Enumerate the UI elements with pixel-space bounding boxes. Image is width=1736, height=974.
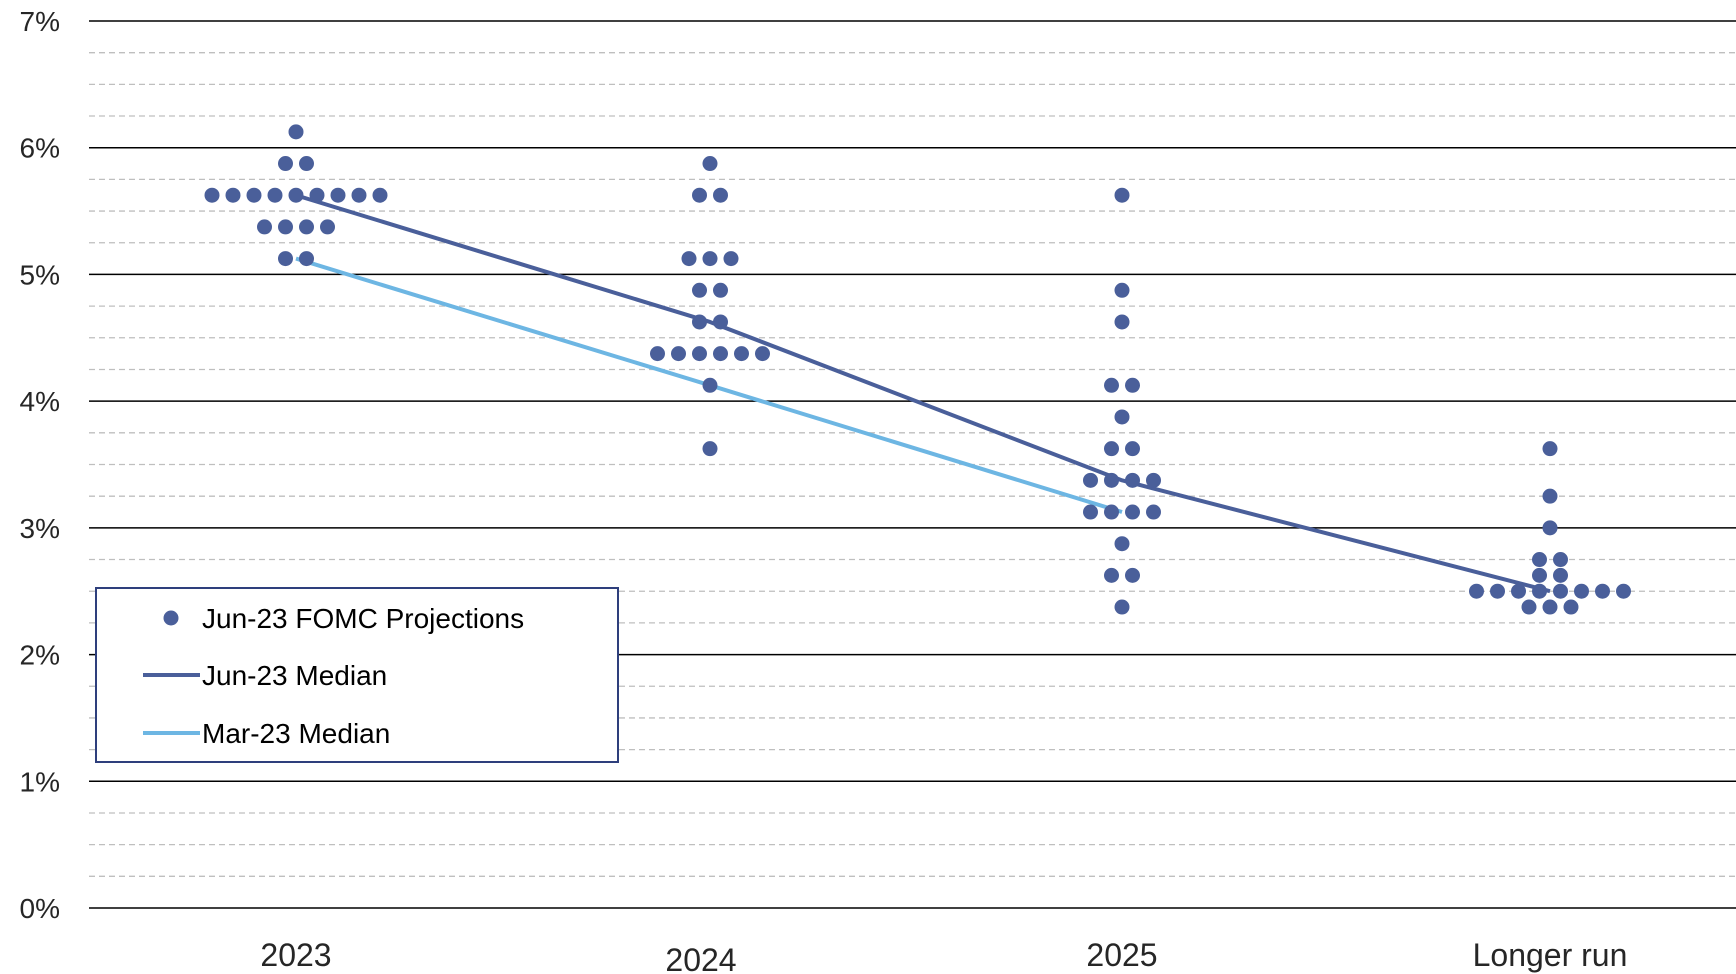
projection-dot <box>372 187 388 203</box>
projection-dot <box>1553 567 1568 583</box>
projection-dot <box>1104 472 1119 488</box>
projection-dot <box>692 187 707 203</box>
y-tick-label: 3% <box>20 513 60 544</box>
projection-dot <box>309 187 325 203</box>
projection-dot <box>351 187 367 203</box>
projection-dot <box>692 346 707 362</box>
projection-dot <box>1114 187 1130 203</box>
projection-dot <box>1574 583 1589 599</box>
projection-dot <box>713 187 728 203</box>
projection-dot <box>692 314 707 330</box>
projection-dot <box>288 187 304 203</box>
x-axis-category-labels: 2023 2024 2025 Longer run <box>260 937 1627 974</box>
projection-dot <box>1125 377 1140 393</box>
y-tick-label: 0% <box>20 893 60 924</box>
projection-dot <box>1104 567 1119 583</box>
projection-dot <box>1114 282 1130 298</box>
projection-dot <box>246 187 262 203</box>
projection-dot <box>1125 441 1140 457</box>
projection-dot <box>1104 377 1119 393</box>
projection-dot <box>702 377 718 393</box>
projection-dot <box>713 282 728 298</box>
legend-dot-marker <box>163 610 179 626</box>
projection-dot <box>1146 504 1161 520</box>
projection-dot <box>1563 599 1579 615</box>
projection-dot <box>288 124 304 140</box>
y-tick-label: 1% <box>20 766 60 797</box>
projection-dot <box>204 187 220 203</box>
projection-dot <box>278 251 293 267</box>
projection-dot <box>1125 504 1140 520</box>
projection-dot <box>723 251 739 267</box>
y-tick-label: 5% <box>20 259 60 290</box>
projection-dot <box>1542 488 1558 504</box>
projection-dot <box>1542 520 1558 536</box>
projection-dot <box>1083 472 1098 488</box>
projection-dot <box>1532 552 1547 568</box>
projection-dot <box>1511 583 1526 599</box>
projection-dot <box>278 156 293 172</box>
y-axis-tick-labels: 0% 1% 2% 3% 4% 5% 6% 7% <box>20 6 60 924</box>
projection-dot <box>702 251 718 267</box>
projection-dot <box>1125 567 1140 583</box>
legend: Jun-23 FOMC Projections Jun-23 Median Ma… <box>95 587 619 763</box>
y-tick-label: 7% <box>20 6 60 37</box>
projection-dot <box>1114 314 1130 330</box>
projection-dot <box>1521 599 1537 615</box>
projection-dot <box>681 251 697 267</box>
jun-median-line <box>295 193 1551 594</box>
projection-dot <box>225 187 241 203</box>
y-tick-label: 6% <box>20 133 60 164</box>
projection-dots <box>204 124 1631 615</box>
projection-dot <box>1104 504 1119 520</box>
y-tick-label: 4% <box>20 386 60 417</box>
projection-dot <box>278 219 293 235</box>
projection-dot <box>702 441 718 457</box>
projection-dot <box>702 156 718 172</box>
projection-dot <box>1532 567 1547 583</box>
legend-label-mar-median: Mar-23 Median <box>202 718 390 749</box>
projection-dot <box>1553 552 1568 568</box>
y-tick-label: 2% <box>20 640 60 671</box>
projection-dot <box>1595 583 1610 599</box>
projection-dot <box>1532 583 1547 599</box>
projection-dot <box>1542 599 1558 615</box>
x-category-label: 2024 <box>665 942 736 974</box>
projection-dot <box>734 346 749 362</box>
projection-dot <box>713 314 728 330</box>
projection-dot <box>299 251 314 267</box>
projection-dot <box>257 219 272 235</box>
projection-dot <box>299 156 314 172</box>
median-lines <box>295 193 1551 594</box>
projection-dot <box>1469 583 1484 599</box>
projection-dot <box>650 346 665 362</box>
projection-dot <box>671 346 686 362</box>
projection-dot <box>1104 441 1119 457</box>
projection-dot <box>1616 583 1631 599</box>
projection-dot <box>267 187 283 203</box>
projection-dot <box>299 219 314 235</box>
projection-dot <box>1490 583 1505 599</box>
x-category-label: 2025 <box>1086 937 1157 973</box>
projection-dot <box>713 346 728 362</box>
projection-dot <box>1114 536 1130 552</box>
projection-dot <box>1083 504 1098 520</box>
projection-dot <box>1114 599 1130 615</box>
projection-dot <box>330 187 346 203</box>
projection-dot <box>1146 472 1161 488</box>
projection-dot <box>1125 472 1140 488</box>
projection-dot <box>1542 441 1558 457</box>
projection-dot <box>1114 409 1130 425</box>
projection-dot <box>1553 583 1568 599</box>
x-category-label: 2023 <box>260 937 331 973</box>
projection-dot <box>755 346 770 362</box>
legend-label-projections: Jun-23 FOMC Projections <box>202 603 524 634</box>
x-category-label: Longer run <box>1473 937 1628 973</box>
projection-dot <box>320 219 335 235</box>
projection-dot <box>692 282 707 298</box>
legend-label-jun-median: Jun-23 Median <box>202 660 387 691</box>
